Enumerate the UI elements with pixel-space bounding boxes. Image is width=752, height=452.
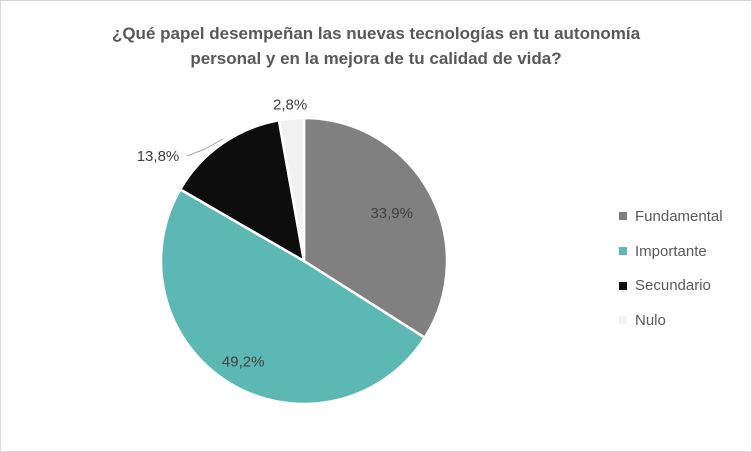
leader-line [186,138,224,157]
legend-label: Importante [635,242,707,260]
legend-item-fundamental: Fundamental [619,199,723,234]
legend-swatch [619,316,627,325]
pie-slice-secundario [178,118,306,264]
legend-label: Secundario [635,277,711,295]
pie-slice-nulo [277,116,306,262]
data-label-secundario: 13,8% [137,148,180,165]
legend-item-nulo: Nulo [619,303,723,338]
legend-label: Nulo [635,311,666,329]
legend-item-secundario: Secundario [619,268,723,303]
data-label-nulo: 2,8% [273,96,307,113]
legend-swatch [619,281,627,290]
legend-label: Fundamental [635,207,723,225]
pie-slice-importante [159,187,427,406]
data-label-importante: 49,2% [222,353,265,370]
chart-title: ¿Qué papel desempeñan las nuevas tecnolo… [1,21,751,71]
chart-title-line-1: ¿Qué papel desempeñan las nuevas tecnolo… [111,24,641,43]
data-label-fundamental: 33,9% [370,205,413,222]
legend-item-importante: Importante [619,234,723,269]
chart-title-line-2: personal y en la mejora de tu calidad de… [190,49,562,68]
legend-swatch [619,247,627,256]
legend-swatch [619,212,627,221]
legend: Fundamental Importante Secundario Nulo [619,199,723,338]
